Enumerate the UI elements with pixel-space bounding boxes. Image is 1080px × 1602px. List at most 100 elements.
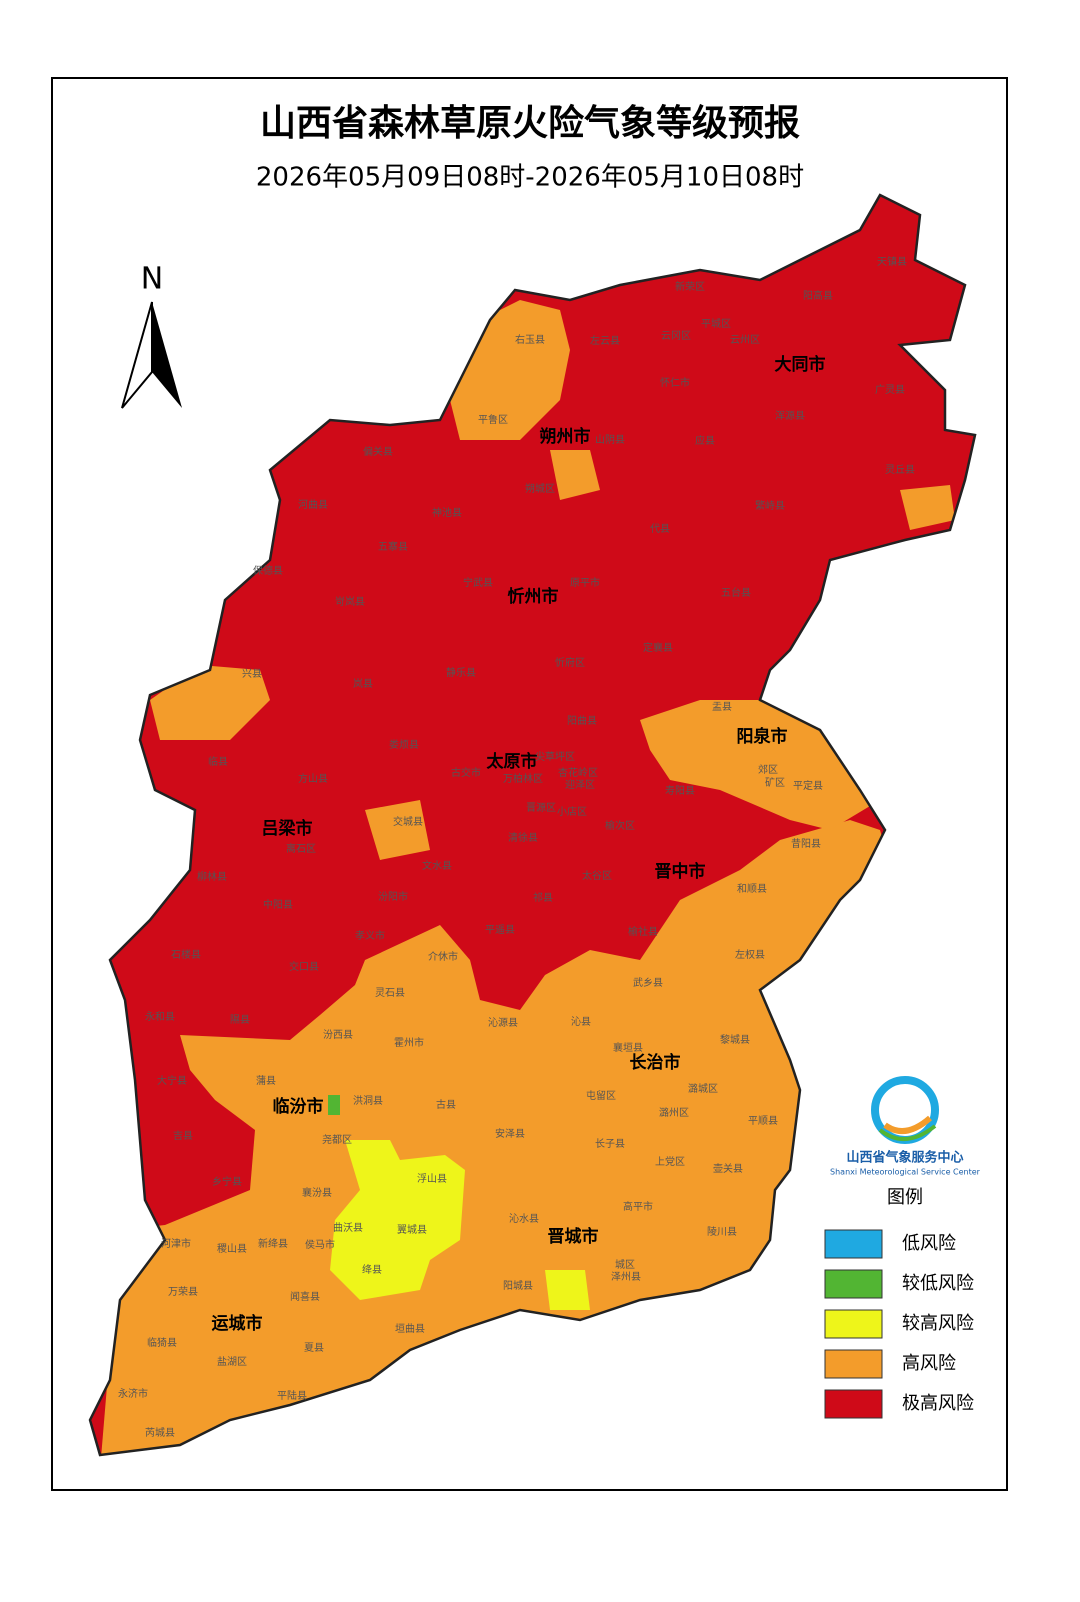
county-label: 新荣区 <box>675 280 705 293</box>
logo-swoosh <box>883 1115 932 1135</box>
county-label: 朔城区 <box>525 482 555 495</box>
county-label: 左云县 <box>590 334 620 347</box>
arrow-left <box>121 301 153 409</box>
county-label: 汾阳市 <box>378 890 408 903</box>
county-label: 阳高县 <box>803 289 833 302</box>
county-label: 盐湖区 <box>217 1355 247 1368</box>
county-label: 交城县 <box>393 815 423 828</box>
county-label: 郊区 <box>758 763 778 776</box>
county-label: 壶关县 <box>713 1162 743 1175</box>
county-label: 河曲县 <box>298 499 328 511</box>
legend-swatch <box>824 1309 883 1339</box>
city-label: 长治市 <box>630 1052 681 1073</box>
legend-label: 较高风险 <box>902 1313 974 1334</box>
high-risk-area <box>900 485 955 530</box>
county-label: 陵川县 <box>707 1226 737 1238</box>
county-label: 蒲县 <box>256 1074 276 1087</box>
county-label: 盂县 <box>712 701 732 713</box>
city-label: 晋城市 <box>548 1226 599 1247</box>
county-label: 临猗县 <box>147 1336 177 1349</box>
county-label: 芮城县 <box>145 1426 175 1439</box>
legend-title: 图例 <box>887 1187 923 1208</box>
county-label: 右玉县 <box>515 333 545 346</box>
province-outline <box>88 193 977 1457</box>
county-label: 灵石县 <box>375 987 405 999</box>
legend-swatch <box>824 1229 883 1259</box>
county-label: 榆次区 <box>605 819 635 832</box>
legend-swatch <box>824 1269 883 1299</box>
county-label: 左权县 <box>735 948 765 961</box>
county-label: 文水县 <box>422 859 452 872</box>
county-label: 岢岚县 <box>335 596 365 608</box>
county-label: 灵丘县 <box>885 464 915 476</box>
county-label: 祁县 <box>533 891 553 904</box>
county-label: 吉县 <box>173 1130 193 1142</box>
county-label: 屯留区 <box>586 1089 616 1102</box>
county-label: 绛县 <box>362 1263 382 1276</box>
county-label: 稷山县 <box>217 1243 247 1255</box>
north-arrow: N <box>121 262 182 409</box>
low-moderate-risk-area <box>328 1095 340 1115</box>
county-label: 霍州市 <box>394 1036 424 1049</box>
county-label: 太谷区 <box>582 869 612 882</box>
county-label: 长子县 <box>595 1138 625 1150</box>
high-risk-area <box>550 450 600 500</box>
county-label: 石楼县 <box>171 948 201 961</box>
county-label: 静乐县 <box>446 666 476 679</box>
county-label: 襄汾县 <box>302 1186 332 1199</box>
city-label: 晋中市 <box>655 861 706 882</box>
map-title: 山西省森林草原火险气象等级预报 <box>260 103 800 144</box>
county-label: 矿区 <box>765 776 785 789</box>
county-label: 清徐县 <box>508 831 538 844</box>
county-label: 偏关县 <box>363 445 393 458</box>
county-label: 新绛县 <box>258 1237 288 1250</box>
county-label: 平顺县 <box>748 1115 778 1127</box>
county-label: 五寨县 <box>378 540 408 553</box>
city-label: 吕梁市 <box>262 818 313 839</box>
county-label: 乡宁县 <box>212 1175 242 1188</box>
county-label: 小店区 <box>557 805 587 818</box>
county-label: 泽州县 <box>611 1271 641 1283</box>
map-subtitle: 2026年05月09日08时-2026年05月10日08时 <box>256 163 804 193</box>
county-label: 安泽县 <box>495 1127 525 1140</box>
county-label: 浑源县 <box>775 409 805 422</box>
county-label: 柳林县 <box>197 870 227 883</box>
county-label: 五台县 <box>721 586 751 599</box>
county-label: 沁水县 <box>509 1213 539 1225</box>
county-label: 隰县 <box>230 1014 250 1026</box>
legend-label: 低风险 <box>902 1233 956 1254</box>
arrow-right <box>152 302 182 408</box>
county-label: 交口县 <box>289 960 319 973</box>
moderate-high-risk-area <box>545 1270 590 1310</box>
county-label: 原平市 <box>570 576 600 589</box>
county-label: 应县 <box>695 434 715 447</box>
city-label: 朔州市 <box>540 426 591 447</box>
county-label: 兴县 <box>242 668 262 680</box>
county-label: 武乡县 <box>633 976 663 989</box>
county-label: 山阴县 <box>595 434 625 446</box>
county-label: 万荣县 <box>168 1286 198 1298</box>
county-label: 夏县 <box>304 1342 324 1354</box>
county-label: 高平市 <box>623 1200 653 1213</box>
high-risk-area <box>365 800 430 860</box>
county-label: 平城区 <box>701 318 731 330</box>
county-label: 云州区 <box>730 334 760 346</box>
county-label: 和顺县 <box>737 883 767 895</box>
county-label: 临县 <box>208 755 228 768</box>
county-label: 宁武县 <box>463 576 493 589</box>
city-label: 临汾市 <box>273 1096 324 1117</box>
county-label: 云冈区 <box>661 330 691 342</box>
moderate-high-risk-area <box>330 1140 465 1300</box>
county-label: 昔阳县 <box>791 838 821 850</box>
county-label: 定襄县 <box>643 641 673 654</box>
county-label: 黎城县 <box>720 1033 750 1046</box>
county-label: 神池县 <box>432 506 462 519</box>
county-label: 襄垣县 <box>613 1041 643 1054</box>
county-label: 永济市 <box>118 1387 148 1400</box>
county-label: 潞州区 <box>659 1106 689 1119</box>
county-label: 迎泽区 <box>565 779 595 791</box>
county-label: 万柏林区 <box>503 772 543 785</box>
legend-swatch <box>824 1389 883 1419</box>
county-label: 洪洞县 <box>353 1095 383 1107</box>
